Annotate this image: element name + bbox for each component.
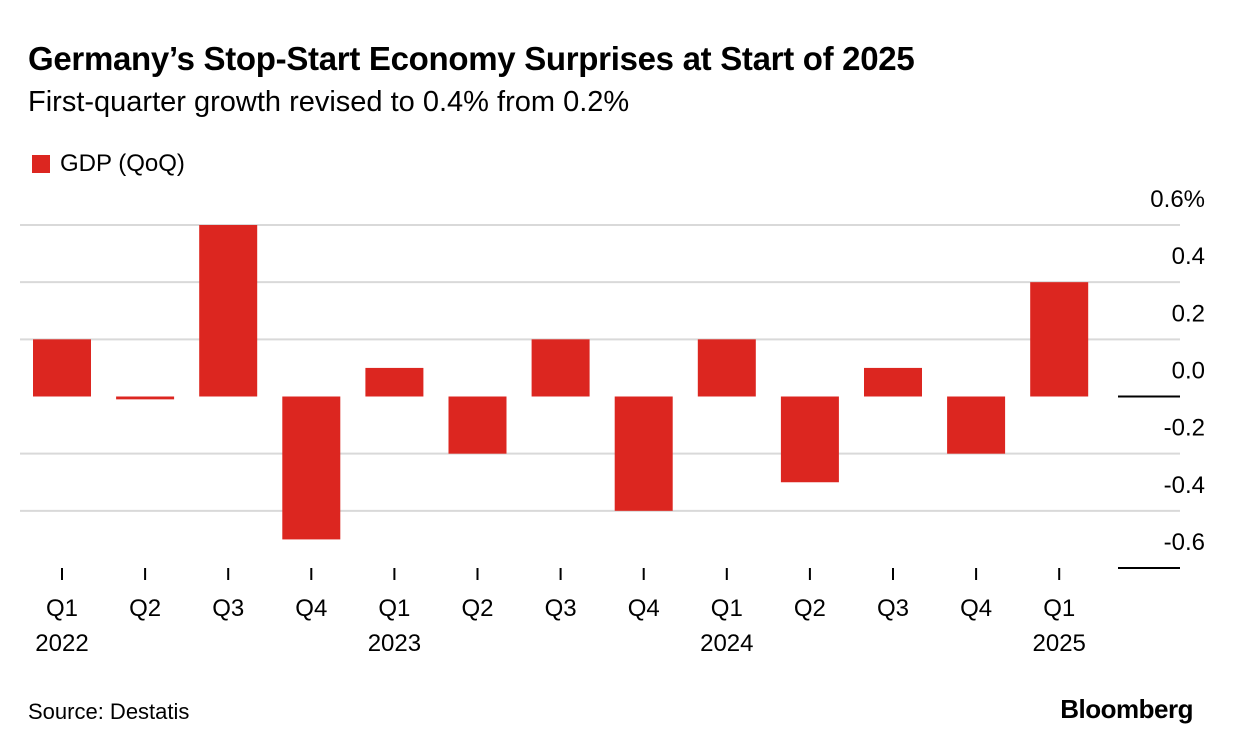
x-tick-label: Q1 bbox=[711, 595, 743, 622]
y-tick-label: 0.4 bbox=[1172, 243, 1205, 270]
source-note: Source: Destatis bbox=[28, 699, 190, 724]
x-tick-label: Q1 bbox=[46, 595, 78, 622]
bar bbox=[614, 396, 673, 511]
y-tick-label: 0.0 bbox=[1172, 358, 1205, 385]
bar bbox=[282, 396, 341, 540]
legend: GDP (QoQ) bbox=[32, 150, 185, 178]
x-tick-label: Q2 bbox=[129, 595, 161, 622]
x-year-label: 2025 bbox=[1033, 630, 1086, 657]
bar bbox=[116, 396, 175, 400]
chart-subtitle: First-quarter growth revised to 0.4% fro… bbox=[28, 86, 630, 118]
y-tick-label: -0.6 bbox=[1164, 529, 1205, 556]
x-tick-label: Q3 bbox=[877, 595, 909, 622]
legend-swatch bbox=[32, 155, 50, 173]
bar bbox=[947, 396, 1006, 454]
bar bbox=[1030, 282, 1089, 397]
x-tick-label: Q3 bbox=[545, 595, 577, 622]
y-tick-label: 0.6% bbox=[1150, 186, 1205, 213]
bar bbox=[780, 396, 839, 483]
bar bbox=[33, 339, 91, 397]
x-tick-label: Q3 bbox=[212, 595, 244, 622]
x-tick-label: Q4 bbox=[960, 595, 992, 622]
x-year-label: 2024 bbox=[700, 630, 753, 657]
bar bbox=[365, 367, 424, 397]
bar bbox=[531, 339, 590, 397]
x-tick-label: Q1 bbox=[378, 595, 410, 622]
x-tick-label: Q2 bbox=[794, 595, 826, 622]
chart-title: Germany’s Stop-Start Economy Surprises a… bbox=[28, 40, 915, 77]
y-tick-label: -0.2 bbox=[1164, 415, 1205, 442]
x-year-label: 2023 bbox=[368, 630, 421, 657]
bar bbox=[448, 396, 507, 454]
bar bbox=[864, 367, 922, 397]
x-tick-label: Q2 bbox=[461, 595, 493, 622]
x-tick-label: Q1 bbox=[1043, 595, 1075, 622]
x-year-label: 2022 bbox=[35, 630, 88, 657]
y-tick-label: -0.4 bbox=[1164, 472, 1205, 499]
x-tick-label: Q4 bbox=[295, 595, 327, 622]
bloomberg-logo: Bloomberg bbox=[1060, 694, 1193, 724]
legend-label: GDP (QoQ) bbox=[60, 150, 185, 177]
bar bbox=[697, 339, 756, 397]
bar bbox=[199, 225, 258, 397]
x-tick-label: Q4 bbox=[628, 595, 660, 622]
y-tick-label: 0.2 bbox=[1172, 300, 1205, 327]
